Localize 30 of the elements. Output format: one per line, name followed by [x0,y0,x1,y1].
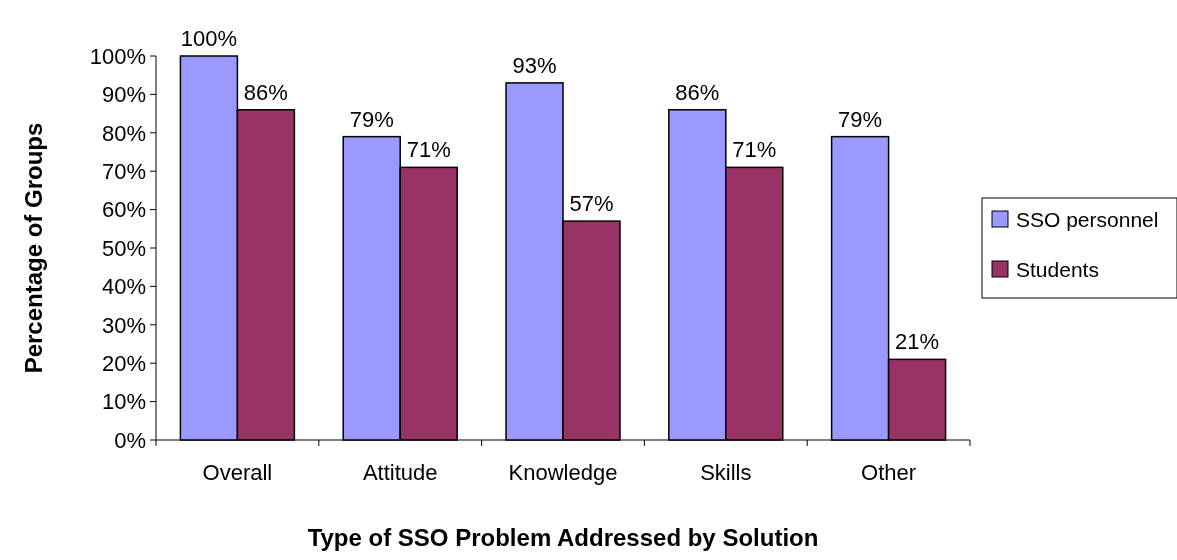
data-label: 86% [675,79,720,105]
data-label: 86% [243,79,288,105]
x-axis-title: Type of SSO Problem Addressed by Solution [307,524,819,551]
data-label: 79% [349,106,394,132]
legend-label: Students [1016,258,1099,282]
data-label: 57% [569,191,614,217]
y-tick-label: 70% [101,158,146,184]
y-tick-label: 50% [101,235,146,261]
x-tick-label: Attitude [362,460,438,485]
data-label: 79% [838,106,883,132]
data-label: 100% [180,26,238,51]
x-tick-label: Skills [700,460,752,485]
y-tick-label: 0% [114,427,146,453]
y-tick-label: 20% [101,350,146,376]
y-axis-title: Percentage of Groups [20,122,47,374]
y-tick-label: 60% [101,197,146,223]
x-tick-label: Other [861,460,917,485]
x-tick-label: Knowledge [508,460,618,485]
data-label: 71% [732,137,777,163]
y-tick-label: 90% [101,82,146,108]
data-label: 21% [895,329,940,355]
y-tick-label: 30% [101,312,146,338]
x-tick-label: Overall [202,460,273,485]
legend-label: SSO personnel [1016,208,1159,232]
y-tick-label: 100% [89,43,146,69]
data-label: 93% [512,52,557,78]
y-tick-label: 80% [101,120,146,146]
y-tick-label: 10% [101,389,146,415]
y-tick-label: 40% [101,274,146,300]
data-label: 71% [406,137,451,163]
